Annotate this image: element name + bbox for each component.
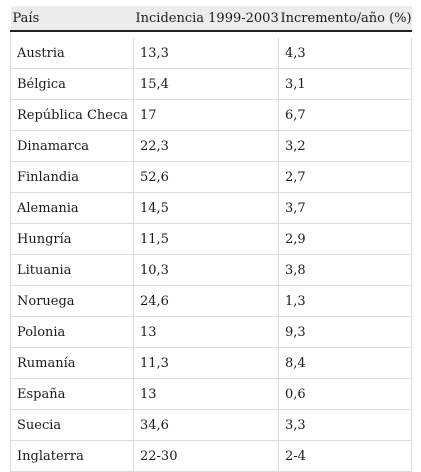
cell-incidence: 11,3 bbox=[133, 347, 279, 379]
cell-country: Finlandia bbox=[10, 161, 134, 193]
cell-country: Lituania bbox=[10, 254, 134, 286]
table-header: País Incidencia 1999-2003 Incremento/año… bbox=[10, 6, 412, 32]
cell-increase: 3,8 bbox=[278, 254, 412, 286]
cell-incidence: 14,5 bbox=[133, 192, 279, 224]
table-row: Bélgica 15,4 3,1 bbox=[10, 68, 412, 100]
incidence-table: País Incidencia 1999-2003 Incremento/año… bbox=[10, 6, 412, 472]
cell-incidence: 15,4 bbox=[133, 68, 279, 100]
cell-increase: 4,3 bbox=[278, 38, 412, 69]
table-row: Finlandia 52,6 2,7 bbox=[10, 161, 412, 193]
cell-increase: 8,4 bbox=[278, 347, 412, 379]
table-row: Alemania 14,5 3,7 bbox=[10, 192, 412, 224]
cell-increase: 3,7 bbox=[278, 192, 412, 224]
header-incidence: Incidencia 1999-2003 bbox=[133, 6, 279, 32]
table-body: Austria 13,3 4,3 Bélgica 15,4 3,1 República Ch… bbox=[10, 31, 412, 472]
table-row: Hungría 11,5 2,9 bbox=[10, 223, 412, 255]
header-spacer bbox=[10, 31, 412, 38]
cell-increase: 0,6 bbox=[278, 378, 412, 410]
table-row: Rumanía 11,3 8,4 bbox=[10, 347, 412, 379]
cell-incidence: 52,6 bbox=[133, 161, 279, 193]
cell-country: Rumanía bbox=[10, 347, 134, 379]
cell-incidence: 22,3 bbox=[133, 130, 279, 162]
table-row: Dinamarca 22,3 3,2 bbox=[10, 130, 412, 162]
cell-incidence: 13,3 bbox=[133, 38, 279, 69]
cell-increase: 3,1 bbox=[278, 68, 412, 100]
cell-country: Noruega bbox=[10, 285, 134, 317]
header-increase: Incremento/año (%) bbox=[278, 6, 412, 32]
cell-incidence: 11,5 bbox=[133, 223, 279, 255]
table-row: Noruega 24,6 1,3 bbox=[10, 285, 412, 317]
table-row: España 13 0,6 bbox=[10, 378, 412, 410]
cell-increase: 3,2 bbox=[278, 130, 412, 162]
cell-increase: 2,7 bbox=[278, 161, 412, 193]
cell-country: Inglaterra bbox=[10, 440, 134, 472]
cell-incidence: 24,6 bbox=[133, 285, 279, 317]
table-row: Lituania 10,3 3,8 bbox=[10, 254, 412, 286]
header-country: País bbox=[10, 6, 134, 32]
cell-country: España bbox=[10, 378, 134, 410]
cell-country: República Checa bbox=[10, 99, 134, 131]
cell-country: Polonia bbox=[10, 316, 134, 348]
header-row: País Incidencia 1999-2003 Incremento/año… bbox=[10, 6, 412, 32]
spacer-cell bbox=[10, 31, 412, 38]
table-row: República Checa 17 6,7 bbox=[10, 99, 412, 131]
cell-country: Alemania bbox=[10, 192, 134, 224]
table-row: Inglaterra 22-30 2-4 bbox=[10, 440, 412, 472]
cell-country: Austria bbox=[10, 38, 134, 69]
cell-country: Dinamarca bbox=[10, 130, 134, 162]
table-row: Polonia 13 9,3 bbox=[10, 316, 412, 348]
cell-incidence: 34,6 bbox=[133, 409, 279, 441]
table-row: Austria 13,3 4,3 bbox=[10, 38, 412, 69]
cell-incidence: 13 bbox=[133, 378, 279, 410]
cell-increase: 1,3 bbox=[278, 285, 412, 317]
cell-country: Hungría bbox=[10, 223, 134, 255]
cell-incidence: 10,3 bbox=[133, 254, 279, 286]
cell-incidence: 17 bbox=[133, 99, 279, 131]
incidence-table-container: País Incidencia 1999-2003 Incremento/año… bbox=[10, 6, 412, 472]
cell-increase: 2,9 bbox=[278, 223, 412, 255]
cell-increase: 9,3 bbox=[278, 316, 412, 348]
cell-incidence: 13 bbox=[133, 316, 279, 348]
cell-country: Suecia bbox=[10, 409, 134, 441]
table-row: Suecia 34,6 3,3 bbox=[10, 409, 412, 441]
cell-increase: 3,3 bbox=[278, 409, 412, 441]
cell-increase: 6,7 bbox=[278, 99, 412, 131]
cell-country: Bélgica bbox=[10, 68, 134, 100]
cell-incidence: 22-30 bbox=[133, 440, 279, 472]
cell-increase: 2-4 bbox=[278, 440, 412, 472]
